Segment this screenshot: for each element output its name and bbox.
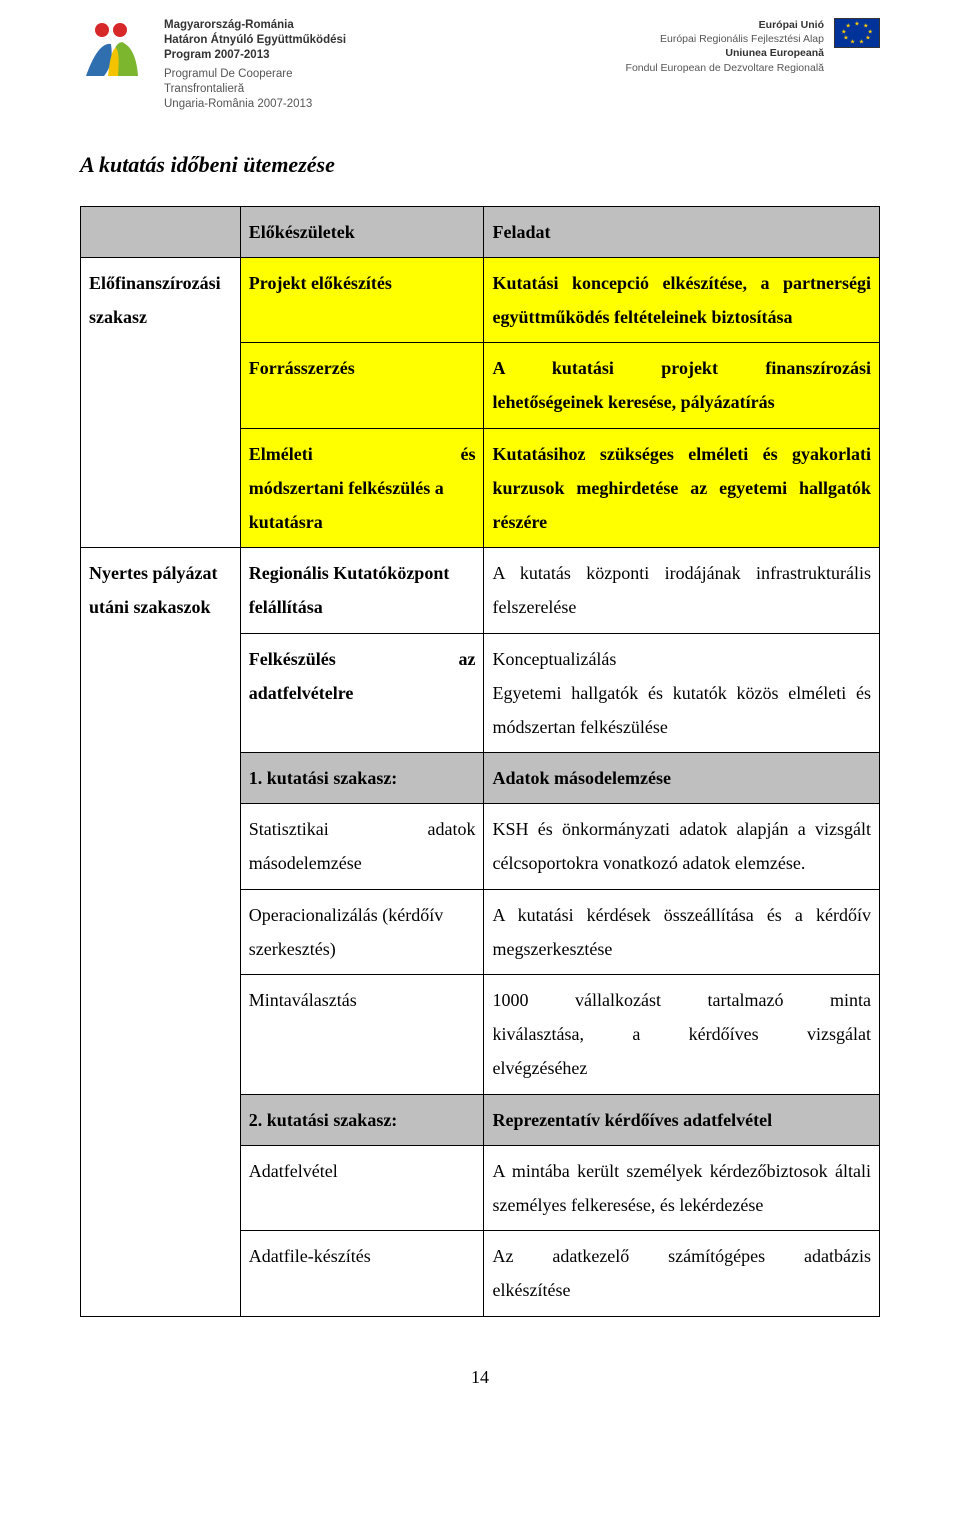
program-logo-icon (80, 18, 150, 80)
header-cell-preparations: Előkészületek (240, 206, 484, 257)
program-name-hu-2: Határon Átnyúló Együttműködési (164, 33, 346, 48)
task-cell: Kutatásihoz szükséges elméleti és gyakor… (484, 428, 880, 548)
eu-fund-hu: Európai Regionális Fejlesztési Alap (626, 32, 824, 46)
prep-cell: Operacionalizálás (kérdőív szerkesztés) (240, 889, 484, 974)
stage-heading-task: Reprezentatív kérdőíves adatfelvétel (484, 1094, 880, 1145)
program-name-hu-1: Magyarország-Románia (164, 18, 346, 33)
page-title: A kutatás időbeni ütemezése (80, 152, 880, 178)
header-cell-empty (81, 206, 241, 257)
stage-heading-task: Adatok másodelemzése (484, 753, 880, 804)
eu-label-hu: Európai Unió (626, 18, 824, 32)
task-cell: Kutatási koncepció elkészítése, a partne… (484, 257, 880, 342)
table-row: Nyertes pályázat utáni szakaszok Regioná… (81, 548, 880, 633)
prep-cell: Adatfelvétel (240, 1145, 484, 1230)
program-name-hu-3: Program 2007-2013 (164, 48, 346, 63)
program-name-ro-2: Transfrontalieră (164, 82, 346, 97)
task-cell: A mintába került személyek kérdezőbiztos… (484, 1145, 880, 1230)
eu-label-ro: Uniunea Europeană (626, 46, 824, 60)
prep-cell: Statisztikai adatokmásodelemzése (240, 804, 484, 889)
task-cell: A kutatási projekt finanszírozásilehetős… (484, 343, 880, 428)
prep-cell: Felkészülés azadatfelvételre (240, 633, 484, 753)
header-left: Magyarország-Románia Határon Átnyúló Egy… (80, 18, 346, 112)
prep-cell: Projekt előkészítés (240, 257, 484, 342)
prep-cell: Adatfile-készítés (240, 1231, 484, 1316)
phase-label: Előfinanszírozási szakasz (81, 257, 241, 547)
schedule-table: Előkészületek Feladat Előfinanszírozási … (80, 206, 880, 1317)
page: Magyarország-Románia Határon Átnyúló Egy… (0, 0, 960, 1428)
prep-cell: Mintaválasztás (240, 975, 484, 1095)
phase-label: Nyertes pályázat utáni szakaszok (81, 548, 241, 1316)
eu-fund-ro: Fondul European de Dezvoltare Regională (626, 61, 824, 75)
table-header-row: Előkészületek Feladat (81, 206, 880, 257)
page-number: 14 (80, 1367, 880, 1388)
task-cell: A kutatás központi irodájának infrastruk… (484, 548, 880, 633)
task-cell: KSH és önkormányzati adatok alapján a vi… (484, 804, 880, 889)
prep-cell: Elméleti ésmódszertani felkészülés a kut… (240, 428, 484, 548)
page-header: Magyarország-Románia Határon Átnyúló Egy… (80, 0, 880, 142)
program-name-ro-3: Ungaria-România 2007-2013 (164, 97, 346, 112)
prep-cell: Forrásszerzés (240, 343, 484, 428)
program-name-ro-1: Programul De Cooperare (164, 67, 346, 82)
header-left-text: Magyarország-Románia Határon Átnyúló Egy… (164, 18, 346, 112)
eu-flag-icon: ★ ★ ★ ★ ★ ★ ★ ★ ★ (834, 18, 880, 48)
task-cell: A kutatási kérdések összeállítása és a k… (484, 889, 880, 974)
stage-heading-cell: 1. kutatási szakasz: (240, 753, 484, 804)
task-cell: KonceptualizálásEgyetemi hallgatók és ku… (484, 633, 880, 753)
table-row: Előfinanszírozási szakasz Projekt előkés… (81, 257, 880, 342)
stage-heading-cell: 2. kutatási szakasz: (240, 1094, 484, 1145)
header-cell-task: Feladat (484, 206, 880, 257)
task-cell: Az adatkezelő számítógépes adatbáziselké… (484, 1231, 880, 1316)
header-right: Európai Unió Európai Regionális Fejleszt… (626, 18, 880, 75)
header-right-text: Európai Unió Európai Regionális Fejleszt… (626, 18, 824, 75)
prep-cell: Regionális Kutatóközpont felállítása (240, 548, 484, 633)
task-cell: 1000 vállalkozást tartalmazó mintakivála… (484, 975, 880, 1095)
